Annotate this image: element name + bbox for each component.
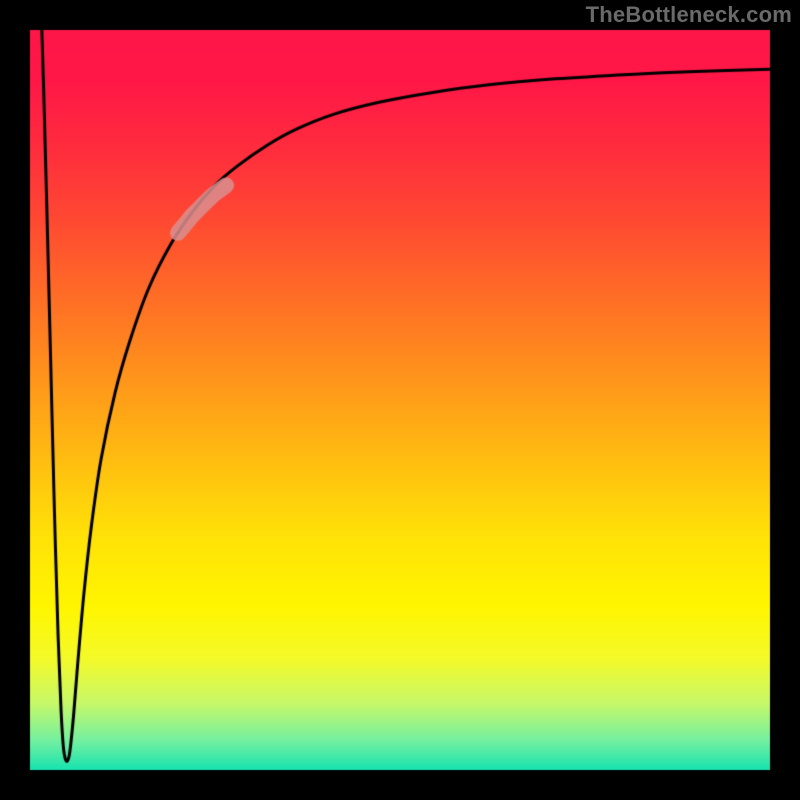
chart-container: TheBottleneck.com (0, 0, 800, 800)
watermark-text: TheBottleneck.com (586, 2, 792, 28)
bottleneck-chart-canvas (0, 0, 800, 800)
